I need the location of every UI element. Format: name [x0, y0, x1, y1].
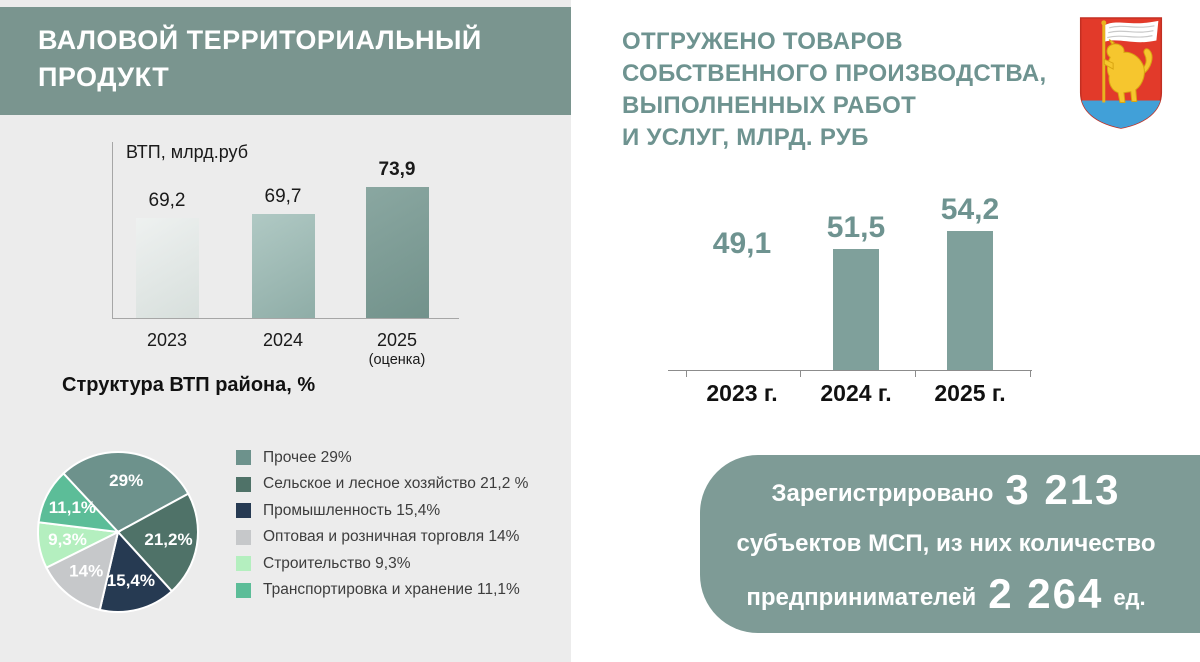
- legend-item: Транспортировка и хранение 11,1%: [236, 581, 528, 598]
- legend-label: Сельское и лесное хозяйство 21,2 %: [263, 475, 529, 492]
- left-panel: ВАЛОВОЙ ТЕРРИТОРИАЛЬНЫЙ ПРОДУКТ ВТП, млр…: [0, 0, 571, 662]
- bar-value-label: 73,9: [378, 159, 416, 180]
- pie-slice-11,1%: [37, 472, 121, 534]
- legend-item: Сельское и лесное хозяйство 21,2 %: [236, 475, 529, 492]
- legend-swatch: [236, 556, 251, 571]
- x-axis-label: 2024 г.: [820, 380, 892, 406]
- msp-registered-line: Зарегистрировано 3 213: [726, 465, 1166, 519]
- bar-2025: [365, 187, 429, 318]
- bar-2025г.: [947, 231, 993, 370]
- page-title: ВАЛОВОЙ ТЕРРИТОРИАЛЬНЫЙ ПРОДУКТ: [0, 7, 571, 115]
- msp-middle-line: субъектов МСП, из них количество: [736, 530, 1156, 557]
- bar-value-label: 49,1: [712, 227, 772, 260]
- legend-swatch: [236, 476, 251, 492]
- bar-2024: [251, 214, 315, 318]
- bar-value-label: 69,2: [148, 190, 186, 211]
- x-axis-label: 2024: [262, 330, 304, 350]
- shipped-bar-chart: 49,1 2023 г. 51,5 2024 г. 54,2 2025 г.: [640, 178, 1070, 413]
- pie-slice-label: 29%: [109, 471, 143, 490]
- legend-swatch: [236, 450, 251, 465]
- legend-item: Прочее 29%: [236, 448, 528, 466]
- pie-slice-label: 14%: [69, 562, 103, 581]
- shipped-chart-plot-area: 49,1 2023 г. 51,5 2024 г. 54,2 2025 г.: [668, 178, 1032, 406]
- bar-value-label: 69,7: [264, 186, 302, 207]
- unit-label: ед.: [1113, 585, 1146, 610]
- pie-slice-label: 9,3%: [48, 530, 87, 549]
- legend-label: Оптовая и розничная торговля 14%: [263, 528, 520, 545]
- x-axis-label: 2025: [376, 330, 418, 350]
- pie-legend: Прочее 29% Сельское и лесное хозяйство 21…: [236, 448, 529, 609]
- legend-item: Оптовая и розничная торговля 14%: [236, 528, 528, 545]
- legend-swatch: [236, 529, 251, 545]
- x-axis-note: (оценка): [368, 352, 426, 368]
- section-title-shipped-goods: ОТГРУЖЕНО ТОВАРОВ СОБСТВЕННОГО ПРОИЗВОДС…: [622, 28, 1047, 151]
- x-axis-label: 2023: [146, 330, 188, 350]
- pie-slice-label: 15,4%: [107, 571, 155, 590]
- pie-section-title: Структура ВТП района, %: [62, 374, 316, 396]
- legend-swatch: [236, 582, 251, 598]
- entrepreneurs-label: предпринимателей: [746, 584, 977, 611]
- bar-2024г.: [833, 249, 879, 370]
- axis-tick: [915, 370, 916, 377]
- vtp-structure-pie-chart: 29% 21,2% 15,4%14% 9,3% 11,1%: [37, 451, 199, 613]
- axis-tick: [1030, 370, 1031, 377]
- pie-slice-15,4%: [98, 529, 174, 613]
- msp-entrepreneurs-line: предпринимателей 2 264 ед.: [726, 569, 1166, 623]
- legend-item: Промышленность 15,4%: [236, 501, 528, 519]
- entrepreneurs-value: 2 264: [988, 570, 1104, 617]
- pie-slice-label: 11,1%: [49, 498, 96, 517]
- legend-label: Строительство 9,3%: [263, 554, 411, 572]
- registered-value: 3 213: [1005, 466, 1121, 513]
- bar-2023: [135, 218, 199, 318]
- pie-slice-14%: [45, 530, 120, 612]
- axis-tick: [686, 370, 687, 377]
- registered-label: Зарегистрировано: [771, 480, 994, 507]
- vtp-chart-plot-area: 69,2 2023 69,7 2024 73,9 2025 (оценка): [112, 142, 459, 368]
- coat-of-arms-icon: [1079, 17, 1163, 129]
- x-axis-label: 2023 г.: [706, 380, 778, 406]
- pie-slice-label: 21,2%: [144, 530, 192, 549]
- legend-item: Строительство 9,3%: [236, 554, 528, 572]
- vtp-chart-title: ВТП, млрд.руб: [126, 142, 249, 162]
- legend-label: Промышленность 15,4%: [263, 501, 441, 519]
- pie-slice-21,2%: [116, 492, 199, 593]
- legend-label: Транспортировка и хранение 11,1%: [263, 581, 520, 598]
- x-axis-label: 2025 г.: [934, 380, 1006, 406]
- axis-tick: [800, 370, 801, 377]
- pie-slice-29%: [62, 451, 190, 534]
- legend-label: Прочее 29%: [263, 448, 352, 466]
- bar-value-label: 51,5: [826, 211, 886, 244]
- bar-value-label: 54,2: [940, 193, 1000, 226]
- msp-info-box: Зарегистрировано 3 213 субъектов МСП, из …: [700, 455, 1200, 633]
- vtp-bar-chart: ВТП, млрд.руб 69,2 2023 69,7 2024 73,9 2025 (о…: [100, 138, 480, 373]
- legend-swatch: [236, 503, 251, 518]
